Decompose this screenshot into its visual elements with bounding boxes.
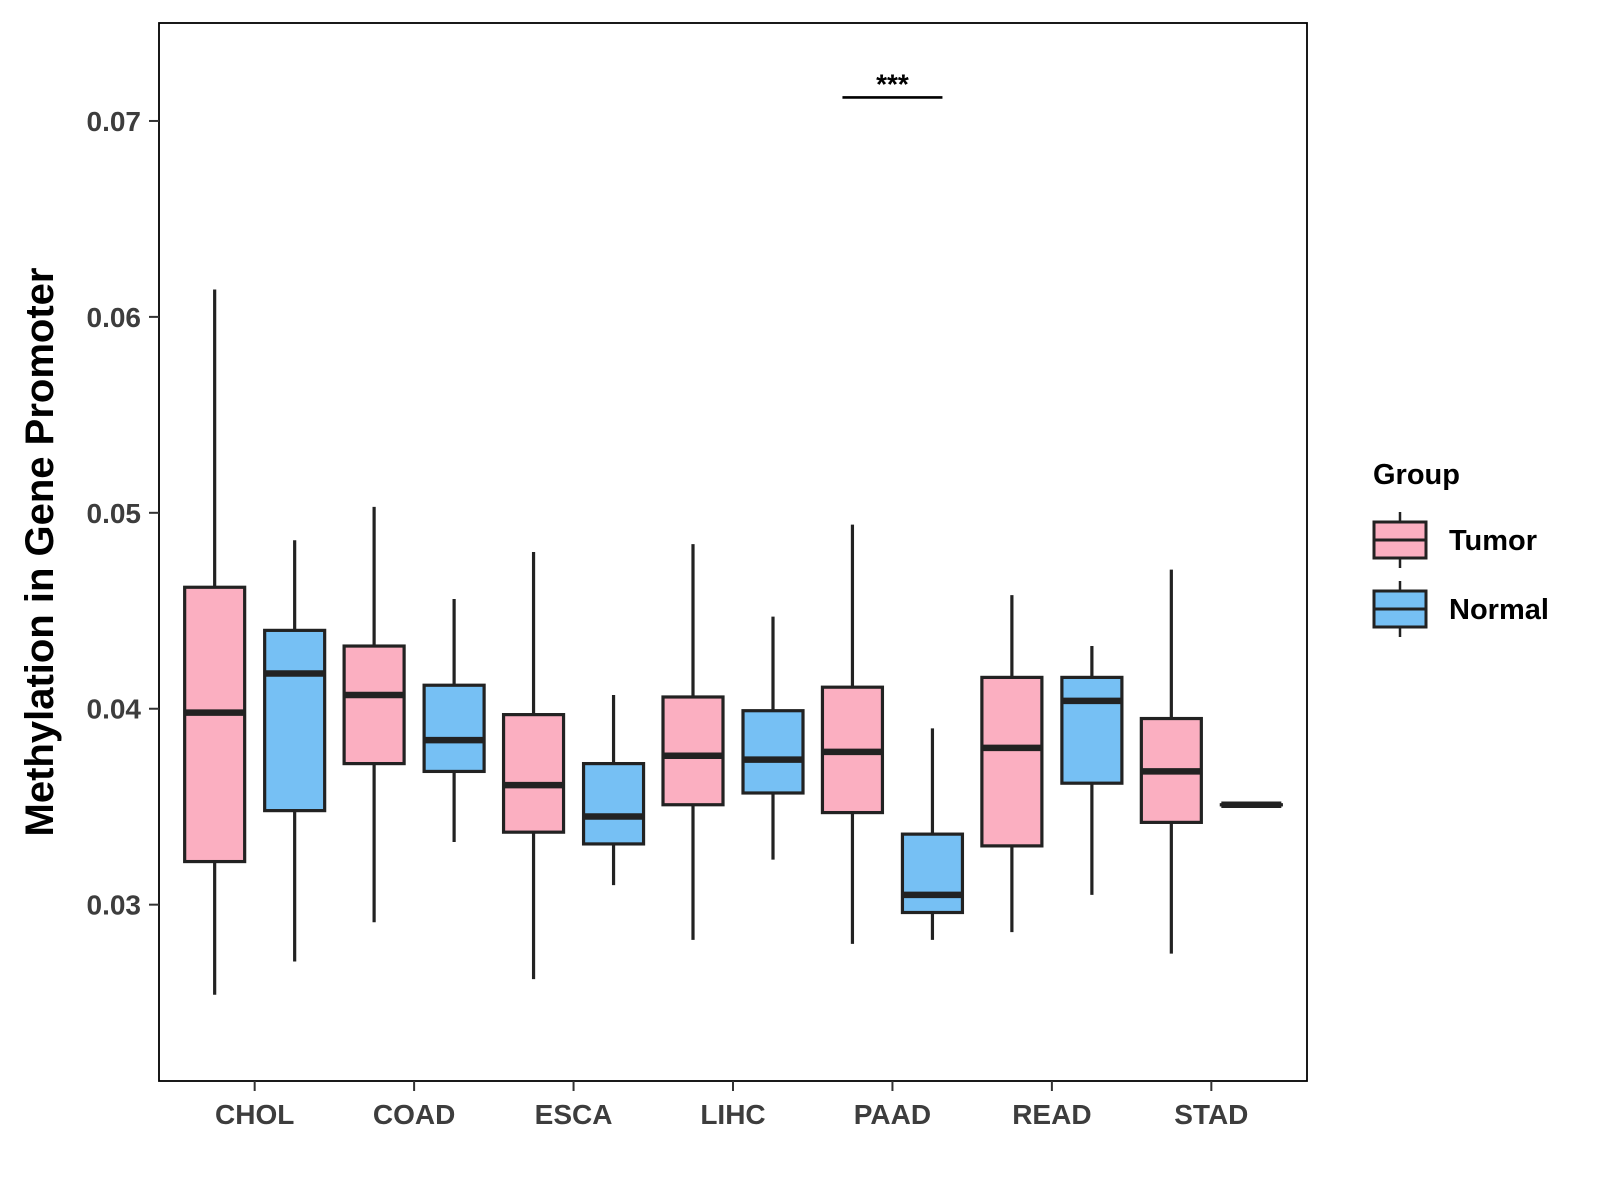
plot-panel-border	[158, 22, 1308, 1082]
box-body	[661, 695, 725, 807]
legend: Group Tumor Normal	[1372, 459, 1549, 637]
y-tick-label: 0.03	[87, 890, 142, 921]
box-body	[422, 683, 486, 774]
legend-item-normal: Normal	[1372, 581, 1549, 637]
box-normal-lihc	[741, 616, 805, 860]
box-body	[342, 644, 406, 766]
box-body	[900, 832, 965, 915]
legend-title: Group	[1373, 459, 1460, 491]
legend-item-tumor: Tumor	[1372, 512, 1537, 568]
legend-label: Tumor	[1449, 525, 1537, 557]
box-normal-esca	[581, 695, 646, 886]
box-tumor-esca	[501, 552, 566, 980]
box-normal-read	[1060, 646, 1124, 895]
boxes-layer	[183, 289, 1283, 995]
box-body	[1060, 675, 1124, 785]
box-body	[501, 713, 566, 834]
x-tick-label-lihc: LIHC	[700, 1099, 765, 1130]
box-normal-coad	[422, 599, 486, 842]
box-tumor-read	[980, 595, 1044, 933]
x-tick-label-stad: STAD	[1174, 1099, 1248, 1130]
x-axis: CHOL COAD ESCA LIHC PAAD READ STAD	[215, 1081, 1248, 1130]
y-tick-label: 0.07	[87, 106, 142, 137]
y-axis-title: Methylation in Gene Promoter	[18, 268, 62, 837]
y-tick-label: 0.05	[87, 498, 142, 529]
significance-annotations: ***	[842, 68, 943, 99]
box-normal-paad	[900, 728, 965, 940]
box-tumor-stad	[1139, 569, 1203, 954]
y-tick-label: 0.06	[87, 302, 142, 333]
box-body	[980, 675, 1044, 848]
legend-entries: Tumor Normal	[1372, 512, 1549, 637]
significance-label: ***	[876, 68, 909, 99]
y-axis: 0.03 0.04 0.05 0.06 0.07	[87, 106, 159, 921]
box-tumor-coad	[342, 506, 406, 923]
x-tick-label-paad: PAAD	[854, 1099, 931, 1130]
x-tick-label-chol: CHOL	[215, 1099, 294, 1130]
box-body	[581, 761, 646, 846]
box-tumor-chol	[183, 289, 247, 995]
x-tick-label-esca: ESCA	[535, 1099, 613, 1130]
box-tumor-lihc	[661, 544, 725, 940]
box-body	[183, 585, 247, 864]
box-tumor-paad	[820, 524, 885, 944]
x-tick-label-coad: COAD	[373, 1099, 455, 1130]
box-normal-chol	[263, 540, 327, 962]
box-body	[263, 628, 327, 813]
y-tick-label: 0.04	[87, 694, 142, 725]
box-body	[741, 709, 805, 795]
x-tick-label-read: READ	[1012, 1099, 1091, 1130]
legend-label: Normal	[1449, 594, 1549, 626]
